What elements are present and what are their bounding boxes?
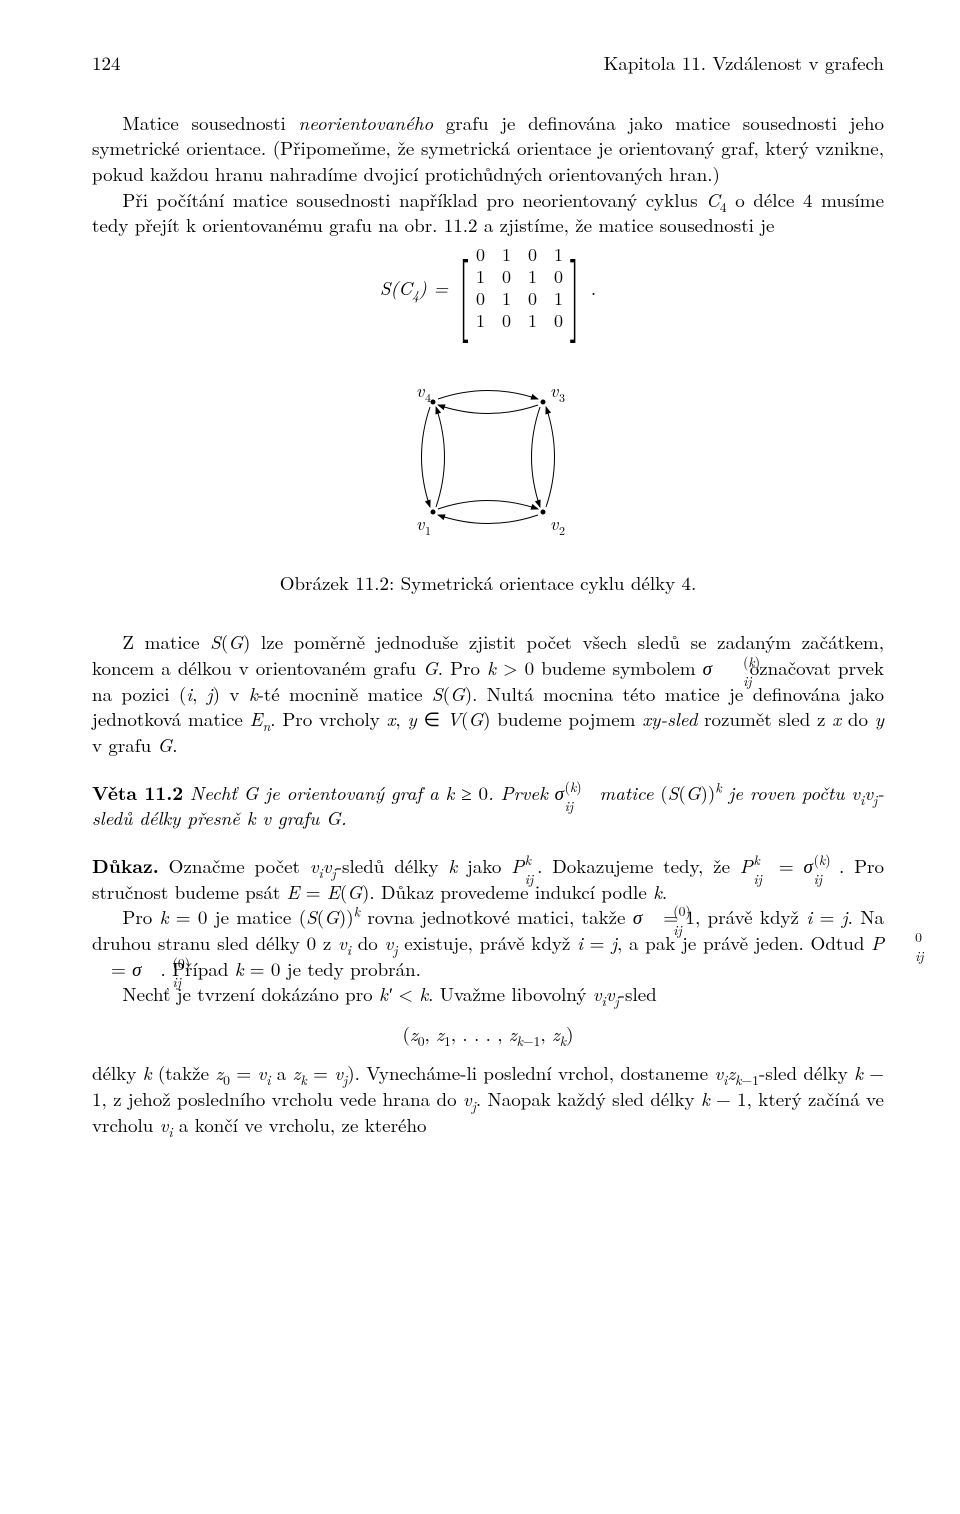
figure-caption: Obrázek 11.2: Symetrická orientace cyklu…	[92, 570, 884, 596]
chapter-title: Kapitola 11. Vzdálenost v grafech	[604, 50, 884, 76]
svg-text:v: v	[416, 511, 425, 536]
svg-text:4: 4	[425, 389, 431, 406]
page-number: 124	[92, 50, 121, 76]
svg-text:v: v	[550, 511, 559, 536]
svg-text:v: v	[550, 378, 559, 403]
adjacency-matrix: S(C4) = [ 0101 1010 0101 1010 ] .	[92, 244, 884, 332]
proof-paragraph-2: Pro k = 0 je matice (S(G))k rovna jednot…	[92, 904, 884, 981]
paragraph-2: Při počítání matice sousednosti napříkla…	[92, 187, 884, 238]
svg-text:v: v	[416, 378, 425, 403]
proof-paragraph-1: Důkaz. Označme počet vivj-sledů délky k …	[92, 853, 884, 904]
paragraph-4: délky k (takže z0 = vi a zk = vj). Vynec…	[92, 1060, 884, 1137]
right-bracket-icon: ]	[570, 244, 581, 332]
paragraph-3: Z matice S(G) lze poměrně jednoduše zjis…	[92, 629, 884, 757]
theorem-11-2: Věta 11.2 Nechť G je orientovaný graf a …	[92, 780, 884, 831]
sequence: (z0, z1, . . . , zk−1, zk)	[92, 1021, 884, 1047]
left-bracket-icon: [	[459, 244, 470, 332]
matrix-cells: 0101 1010 0101 1010	[467, 244, 571, 332]
running-header: 124 Kapitola 11. Vzdálenost v grafech	[92, 50, 884, 76]
svg-text:3: 3	[559, 389, 565, 406]
proof-paragraph-3: Nechť je tvrzení dokázáno pro k′ < k. Uv…	[92, 981, 884, 1007]
paragraph-1: Matice sousednosti neorientovaného grafu…	[92, 110, 884, 187]
figure-11-2: v4 v3 v1 v2	[92, 362, 884, 552]
svg-text:2: 2	[559, 522, 565, 539]
svg-text:1: 1	[425, 522, 431, 539]
